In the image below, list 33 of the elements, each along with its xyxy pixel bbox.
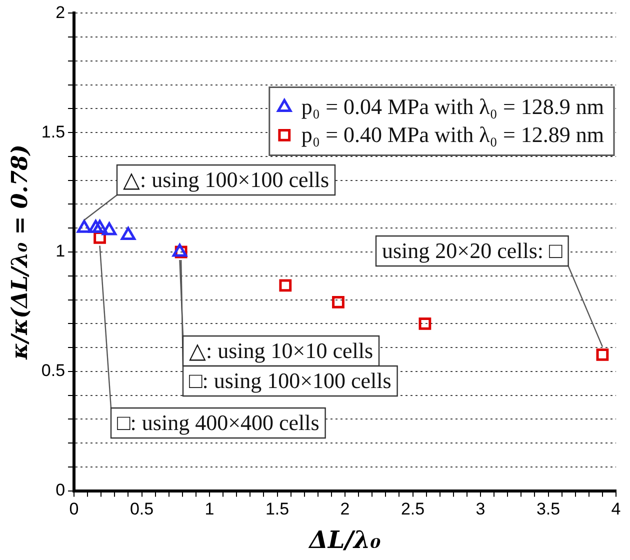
point [76, 220, 92, 233]
x-axis-title: ΔL/λ₀ [308, 524, 382, 554]
y-tick-label: 1 [56, 242, 66, 261]
point [596, 348, 609, 361]
annotation: □: using 100×100 cells [189, 368, 392, 393]
y-tick-label: 1.5 [41, 122, 66, 142]
x-tick-label: 1 [204, 500, 214, 519]
point [88, 220, 104, 233]
x-tick-label: 4 [611, 500, 621, 519]
x-tick-label: 3 [476, 500, 486, 519]
annotation: □: using 400×400 cells [117, 410, 320, 435]
point [332, 296, 344, 308]
x-tick-label: 2 [340, 500, 350, 519]
legend-label: p₀ = 0.40 MPa with λ₀ = 12.89 nm [301, 122, 604, 147]
y-tick-label: 0.5 [41, 361, 66, 380]
y-axis-title: κ/κ(ΔL/λ₀ = 0.78) [6, 144, 33, 360]
x-tick-label: 3.5 [536, 500, 560, 519]
point [92, 220, 108, 233]
point [120, 227, 136, 240]
point [418, 317, 432, 330]
legend-label: p₀ = 0.04 MPa with λ₀ = 128.9 nm [301, 94, 604, 119]
annotation: △: using 10×10 cells [189, 338, 374, 363]
y-tick-label: 2 [56, 2, 66, 22]
point [172, 244, 188, 257]
y-tick-label: 0 [56, 480, 66, 500]
x-tick-label: 0 [69, 500, 79, 519]
annotation: △: using 100×100 cells [123, 166, 330, 192]
point [279, 279, 292, 292]
x-tick-label: 0.5 [130, 500, 154, 519]
x-tick-label: 1.5 [265, 500, 290, 519]
x-tick-label: 2.5 [400, 500, 425, 519]
annotation: using 20×20 cells: □ [382, 238, 564, 263]
point [102, 222, 117, 236]
